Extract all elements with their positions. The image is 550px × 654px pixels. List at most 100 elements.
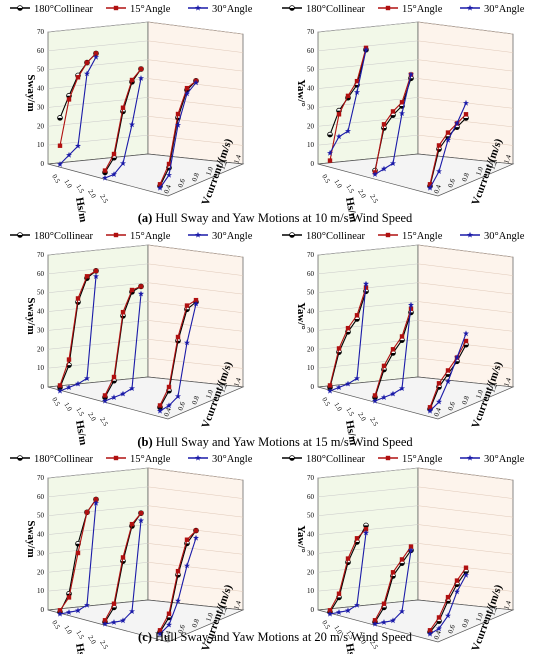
z-tick-label: 20 bbox=[37, 122, 45, 130]
gridline bbox=[417, 467, 514, 481]
hs-tick-label: 2.0 bbox=[356, 188, 368, 200]
gridline bbox=[147, 282, 244, 295]
marker-collinear-fill bbox=[166, 617, 172, 620]
marker-collinear-fill bbox=[289, 458, 295, 461]
v-tick-label: 1.0 bbox=[204, 388, 215, 399]
marker-30 bbox=[195, 454, 201, 461]
marker-30 bbox=[93, 53, 99, 60]
marker-15 bbox=[184, 303, 190, 308]
marker-15 bbox=[463, 338, 469, 344]
v-tick-label: 0.6 bbox=[446, 623, 457, 634]
marker-collinear-fill bbox=[327, 134, 333, 137]
gridline bbox=[47, 59, 149, 70]
marker-collinear-fill bbox=[166, 390, 172, 394]
v-tick-label: 1.4 bbox=[502, 376, 513, 387]
legend-label-1: 180°Collinear bbox=[34, 4, 94, 15]
marker-15 bbox=[175, 111, 181, 117]
legend-label-2: 15°Angle bbox=[402, 4, 443, 15]
caption-1: (a) Hull Sway and Yaw Motions at 10 m/s … bbox=[138, 211, 413, 225]
marker-15 bbox=[120, 555, 126, 560]
gridline bbox=[147, 486, 244, 499]
marker-15 bbox=[381, 601, 387, 606]
gridline bbox=[417, 524, 514, 536]
hs-tick-label: 0.5 bbox=[50, 396, 62, 408]
v-tick-label: 1.4 bbox=[232, 153, 243, 164]
marker-30 bbox=[399, 385, 405, 391]
legend-label-3: 30°Angle bbox=[484, 454, 525, 465]
marker-15 bbox=[84, 60, 90, 65]
z-tick-label: 10 bbox=[307, 587, 315, 595]
marker-15 bbox=[363, 526, 369, 532]
marker-30 bbox=[445, 612, 451, 619]
marker-15 bbox=[138, 66, 144, 72]
left-wall bbox=[317, 244, 419, 388]
marker-30 bbox=[166, 171, 172, 178]
marker-15 bbox=[372, 393, 378, 398]
marker-30 bbox=[427, 184, 433, 191]
marker-15 bbox=[385, 232, 391, 238]
marker-15 bbox=[336, 346, 342, 351]
marker-15 bbox=[157, 628, 163, 633]
v-tick-label: 0.8 bbox=[460, 394, 471, 405]
z-tick-label: 50 bbox=[307, 512, 315, 520]
marker-30 bbox=[408, 301, 414, 308]
gridline bbox=[47, 580, 149, 592]
gridline bbox=[317, 467, 419, 479]
z-tick-label: 50 bbox=[37, 66, 45, 74]
marker-15 bbox=[408, 544, 414, 549]
v-tick-label: 0.6 bbox=[176, 623, 187, 634]
z-tick-label: 60 bbox=[307, 493, 315, 501]
hs-tick-label: 2.0 bbox=[86, 411, 98, 423]
legend-2-1: 180°Collinear 15°Angle 30°Angle bbox=[10, 231, 253, 242]
v-tick-label: 0.6 bbox=[446, 177, 457, 188]
marker-15 bbox=[327, 383, 333, 388]
marker-15 bbox=[327, 158, 333, 163]
marker-30 bbox=[436, 625, 442, 632]
legend-label-3: 30°Angle bbox=[212, 454, 253, 465]
z-tick-label: 0 bbox=[311, 160, 315, 168]
chart-panel-6: 010203040506070Yaw/°0.51.01.52.02.5Hs/m0… bbox=[295, 467, 515, 654]
marker-30 bbox=[129, 608, 135, 614]
hs-tick-label: 1.0 bbox=[332, 178, 344, 190]
marker-30 bbox=[75, 607, 81, 614]
marker-15 bbox=[75, 550, 81, 556]
legend-label-3: 30°Angle bbox=[484, 231, 525, 242]
marker-collinear-fill bbox=[390, 353, 396, 356]
gridline bbox=[417, 282, 514, 295]
left-wall bbox=[317, 467, 419, 611]
marker-30 bbox=[372, 397, 378, 404]
z-tick-label: 70 bbox=[37, 28, 45, 36]
z-tick-label: 0 bbox=[311, 606, 315, 614]
z-tick-label: 10 bbox=[37, 587, 45, 595]
legend-label-2: 15°Angle bbox=[130, 4, 171, 15]
v-tick-label: 1.4 bbox=[502, 153, 513, 164]
marker-30 bbox=[363, 280, 369, 287]
marker-15 bbox=[427, 405, 433, 410]
z-tick-label: 0 bbox=[41, 606, 45, 614]
z-tick-label: 0 bbox=[41, 383, 45, 391]
gridline bbox=[47, 562, 149, 573]
gridline bbox=[47, 339, 149, 350]
legend-label-3: 30°Angle bbox=[484, 4, 525, 15]
z-tick-label: 50 bbox=[37, 289, 45, 297]
marker-15 bbox=[166, 611, 172, 616]
marker-30 bbox=[408, 547, 414, 553]
gridline bbox=[417, 21, 514, 35]
hs-tick-label: 1.5 bbox=[344, 183, 356, 195]
marker-15 bbox=[345, 556, 351, 561]
marker-15 bbox=[93, 268, 99, 274]
marker-30 bbox=[372, 171, 378, 177]
marker-15 bbox=[57, 383, 63, 388]
marker-collinear-fill bbox=[454, 584, 460, 587]
marker-30 bbox=[93, 499, 99, 506]
z-tick-label: 10 bbox=[37, 364, 45, 372]
marker-30 bbox=[75, 380, 81, 387]
marker-15 bbox=[390, 570, 396, 575]
marker-15 bbox=[84, 274, 90, 279]
hs-tick-label: 2.5 bbox=[368, 416, 380, 428]
marker-30 bbox=[84, 601, 90, 608]
marker-collinear-fill bbox=[399, 563, 405, 566]
marker-30 bbox=[157, 184, 163, 191]
